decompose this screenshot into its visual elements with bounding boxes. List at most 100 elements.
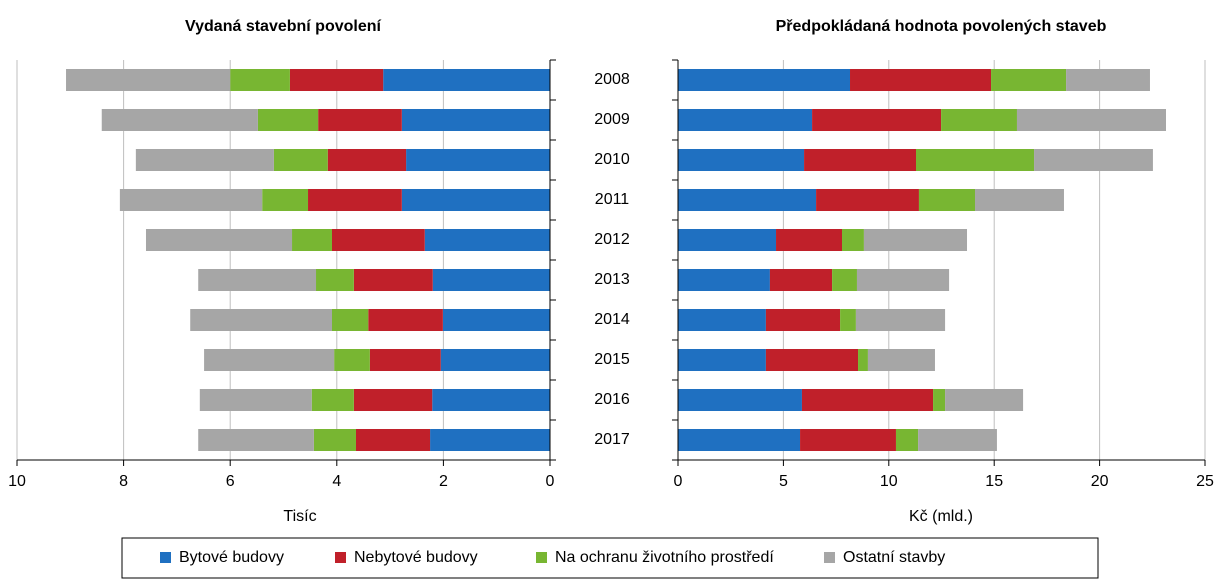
legend-label: Na ochranu životního prostředí: [555, 549, 774, 566]
bar-segment: [1034, 149, 1153, 171]
category-label: 2016: [594, 391, 630, 408]
x-tick-label: 10: [8, 473, 26, 490]
bar-segment: [289, 69, 384, 91]
bar-segment: [855, 309, 946, 331]
bar-segment: [1016, 109, 1167, 131]
bar-segment: [406, 149, 550, 171]
bar-segment: [353, 269, 433, 291]
bar-segment: [856, 269, 950, 291]
legend-box: [121, 537, 1099, 579]
bar-segment: [678, 309, 766, 331]
chart-title: Vydaná stavební povolení: [185, 18, 381, 35]
bar-segment: [858, 349, 868, 371]
x-tick-label: 15: [985, 473, 1003, 490]
bar-segment: [198, 429, 314, 451]
bar-segment: [262, 189, 309, 211]
bar-segment: [292, 229, 333, 251]
x-tick-label: 25: [1196, 473, 1214, 490]
bar-segment: [145, 229, 293, 251]
bar-segment: [678, 149, 805, 171]
bar-segment: [198, 269, 317, 291]
bar-segment: [353, 389, 433, 411]
bar-segment: [432, 269, 550, 291]
x-axis-title: Kč (mld.): [909, 508, 973, 525]
bar-segment: [190, 309, 333, 331]
bar-segment: [308, 189, 402, 211]
x-tick-label: 2: [439, 473, 448, 490]
bar-segment: [119, 189, 263, 211]
bar-segment: [800, 429, 896, 451]
bar-segment: [812, 109, 942, 131]
legend-label: Nebytové budovy: [354, 549, 478, 566]
bar-segment: [430, 429, 550, 451]
bar-segment: [273, 149, 328, 171]
bar-segment: [355, 429, 431, 451]
category-label: 2017: [594, 431, 630, 448]
bar-segment: [313, 429, 356, 451]
legend-swatch: [160, 552, 171, 563]
x-axis-title: Tisíc: [283, 508, 316, 525]
bar-segment: [918, 429, 997, 451]
bar-segment: [101, 109, 258, 131]
x-tick-label: 0: [674, 473, 683, 490]
bar-segment: [850, 69, 992, 91]
bar-segment: [832, 269, 857, 291]
bar-segment: [332, 309, 369, 331]
legend-label: Bytové budovy: [179, 549, 284, 566]
category-label: 2010: [594, 151, 630, 168]
x-tick-label: 20: [1091, 473, 1109, 490]
bar-segment: [941, 109, 1017, 131]
legend-label: Ostatní stavby: [843, 549, 945, 566]
x-tick-label: 5: [779, 473, 788, 490]
x-tick-label: 8: [119, 473, 128, 490]
bar-segment: [332, 229, 425, 251]
bar-segment: [678, 69, 851, 91]
bar-segment: [257, 109, 319, 131]
bar-segment: [840, 309, 856, 331]
bar-segment: [316, 269, 354, 291]
bar-segment: [678, 189, 817, 211]
bar-segment: [991, 69, 1067, 91]
bar-segment: [440, 349, 550, 371]
bar-segment: [863, 229, 968, 251]
bar-segment: [311, 389, 354, 411]
x-tick-label: 10: [880, 473, 898, 490]
bar-segment: [769, 269, 833, 291]
bar-segment: [334, 349, 370, 371]
category-label: 2008: [594, 71, 630, 88]
bar-segment: [383, 69, 550, 91]
legend-swatch: [335, 552, 346, 563]
bar-segment: [318, 109, 402, 131]
bar-segment: [135, 149, 274, 171]
bar-segment: [424, 229, 550, 251]
x-tick-label: 6: [226, 473, 235, 490]
bar-segment: [401, 109, 550, 131]
chart-title: Předpokládaná hodnota povolených staveb: [776, 18, 1107, 35]
category-label: 2015: [594, 351, 630, 368]
bar-segment: [804, 149, 916, 171]
category-label: 2014: [594, 311, 630, 328]
bar-segment: [678, 429, 801, 451]
bar-segment: [945, 389, 1024, 411]
bar-segment: [975, 189, 1064, 211]
bar-segment: [432, 389, 550, 411]
bar-segment: [204, 349, 335, 371]
category-label: 2011: [595, 191, 630, 208]
bar-segment: [442, 309, 550, 331]
bar-segment: [678, 229, 777, 251]
bar-segment: [765, 349, 859, 371]
bar-segment: [368, 309, 443, 331]
bar-segment: [918, 189, 976, 211]
bar-segment: [867, 349, 935, 371]
bar-segment: [842, 229, 864, 251]
bar-segment: [678, 109, 813, 131]
category-label: 2012: [594, 231, 630, 248]
bar-segment: [678, 269, 770, 291]
bar-segment: [678, 349, 766, 371]
bar-segment: [816, 189, 919, 211]
bar-segment: [776, 229, 843, 251]
category-label: 2009: [594, 111, 630, 128]
legend-swatch: [536, 552, 547, 563]
